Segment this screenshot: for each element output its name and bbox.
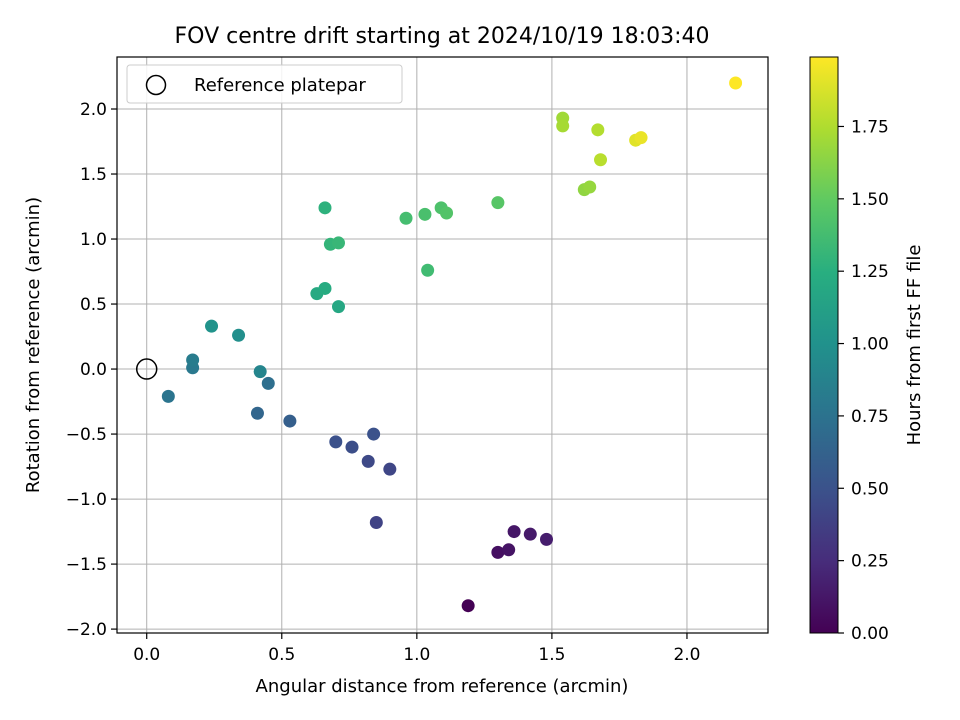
data-point	[283, 414, 297, 428]
data-point	[369, 515, 383, 529]
colorbar-ticks: 0.00 0.25 0.50 0.75 1.00 1.25 1.50 1.75	[838, 117, 889, 644]
data-point	[332, 300, 346, 314]
data-point	[367, 427, 381, 441]
y-axis-ticks: −2.0 −1.5 −1.0 −0.5 0.0 0.5 1.0 1.5 2.0	[66, 100, 117, 640]
y-tick-label: 1.0	[80, 230, 107, 250]
legend-marker-reference	[145, 74, 167, 96]
colorbar-tick-label: 0.00	[851, 624, 889, 644]
data-point	[345, 440, 359, 454]
data-point	[594, 153, 608, 167]
colorbar-tick-label: 1.75	[851, 117, 889, 137]
data-point	[491, 196, 505, 210]
legend-label-reference: Reference platepar	[194, 75, 366, 96]
y-tick-label: 1.5	[80, 165, 107, 185]
x-tick-label: 1.0	[403, 645, 430, 665]
data-point	[440, 206, 454, 220]
legend-box	[126, 64, 403, 104]
data-point	[421, 263, 435, 277]
y-tick-label: 2.0	[80, 100, 107, 120]
colorbar-tick-label: 1.00	[851, 335, 889, 355]
y-tick-label: −1.5	[66, 555, 107, 575]
data-point	[461, 599, 475, 613]
x-tick-label: 0.0	[133, 645, 160, 665]
data-point	[523, 527, 537, 541]
legend: Reference platepar	[126, 64, 403, 104]
reference-platepar-marker	[135, 358, 158, 380]
data-point	[418, 207, 432, 221]
y-axis-label: Rotation from reference (arcmin)	[23, 197, 44, 493]
data-point	[361, 454, 375, 468]
y-tick-label: −1.0	[66, 490, 107, 510]
data-points	[135, 76, 743, 613]
x-tick-label: 0.5	[268, 645, 295, 665]
data-point	[729, 76, 743, 90]
x-axis-label: Angular distance from reference (arcmin)	[256, 676, 629, 697]
data-point	[634, 131, 648, 145]
data-point	[232, 328, 246, 342]
data-point	[329, 435, 343, 449]
x-axis-ticks: 0.0 0.5 1.0 1.5 2.0	[133, 633, 700, 665]
data-point	[539, 532, 553, 546]
data-point	[399, 211, 413, 225]
data-point	[383, 462, 397, 476]
y-tick-label: 0.0	[80, 360, 107, 380]
colorbar-tick-label: 1.50	[851, 190, 889, 210]
data-point	[318, 281, 332, 295]
colorbar-tick-label: 0.25	[851, 552, 889, 572]
y-tick-label: 0.5	[80, 295, 107, 315]
data-point	[205, 319, 219, 333]
data-point	[332, 236, 346, 250]
data-point	[591, 123, 605, 137]
data-point	[583, 180, 597, 194]
colorbar-tick-label: 1.25	[851, 262, 889, 282]
data-point	[502, 543, 516, 557]
colorbar-tick-label: 0.75	[851, 407, 889, 427]
colorbar	[809, 56, 839, 634]
colorbar-tick-label: 0.50	[851, 479, 889, 499]
chart-title: FOV centre drift starting at 2024/10/19 …	[175, 24, 710, 49]
data-point	[261, 376, 275, 390]
data-point	[507, 525, 521, 539]
y-tick-label: −2.0	[66, 620, 107, 640]
data-point	[253, 365, 267, 379]
x-tick-label: 2.0	[673, 645, 700, 665]
x-tick-label: 1.5	[538, 645, 565, 665]
data-point	[556, 119, 570, 133]
data-point	[186, 353, 200, 367]
grid-lines	[117, 57, 768, 633]
data-point	[161, 389, 175, 403]
data-point	[250, 406, 264, 420]
data-point	[318, 201, 332, 215]
colorbar-label: Hours from first FF file	[904, 245, 925, 446]
data-point	[491, 545, 505, 559]
plot-frame	[116, 56, 769, 634]
y-tick-label: −0.5	[66, 425, 107, 445]
